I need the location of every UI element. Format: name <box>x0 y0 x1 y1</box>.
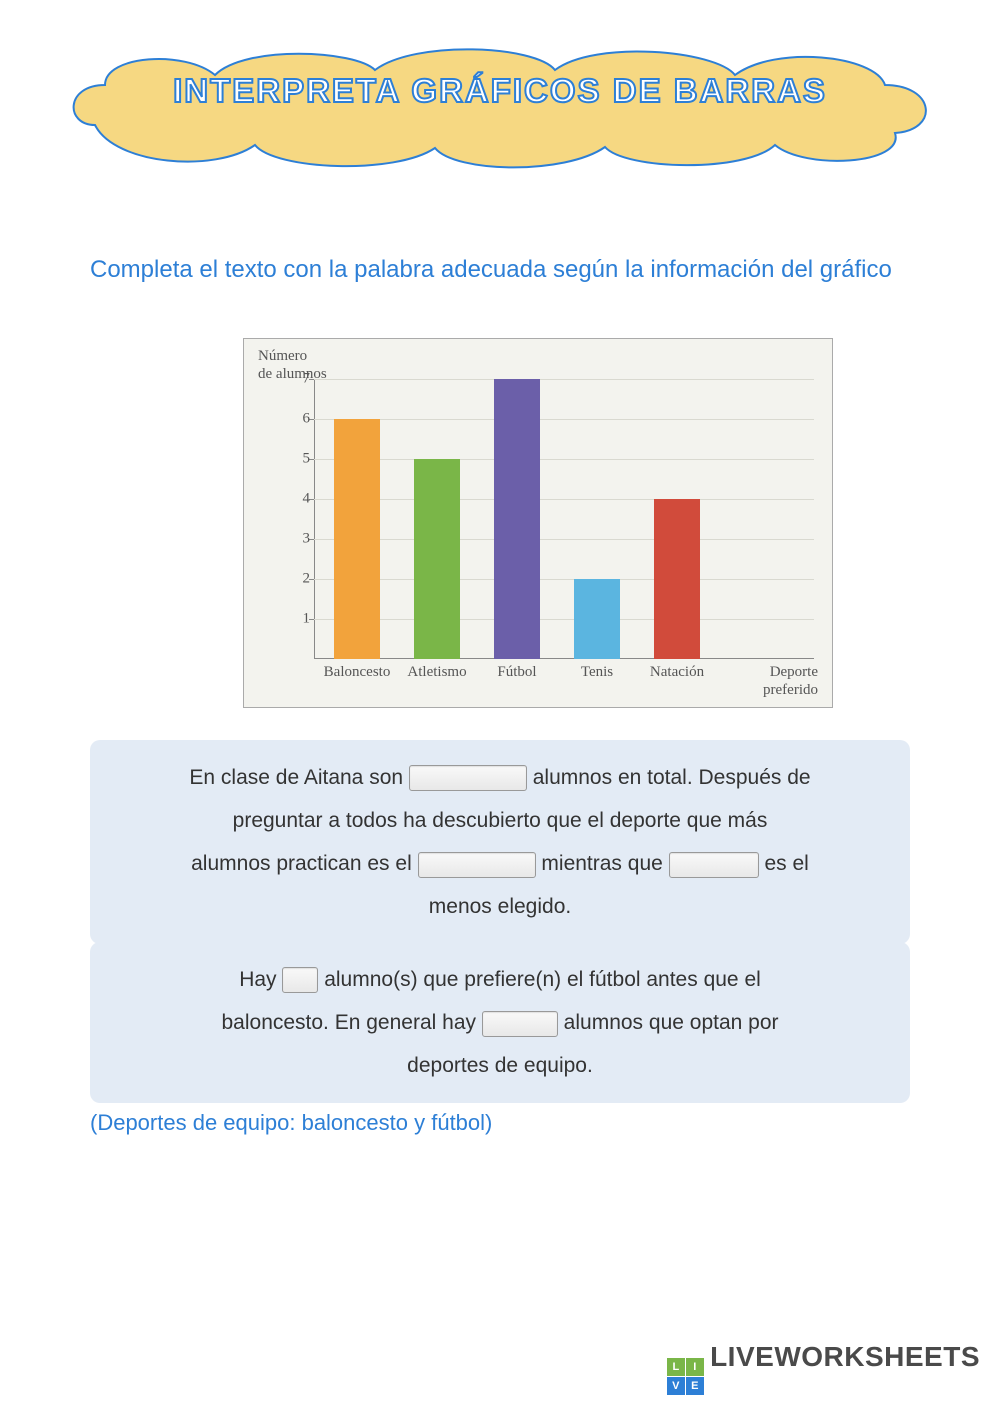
footnote: (Deportes de equipo: baloncesto y fútbol… <box>90 1110 492 1136</box>
title-banner <box>55 45 945 175</box>
y-axis-label-line1: Número <box>258 348 307 364</box>
text-segment: mientras que <box>536 852 669 875</box>
badge-cell: I <box>686 1358 704 1376</box>
liveworksheets-watermark: L I V E LIVEWORKSHEETS <box>667 1341 980 1395</box>
y-tick-label: 5 <box>280 451 310 468</box>
text-segment: menos elegido. <box>429 895 571 918</box>
x-axis-label-line1: Deporte <box>770 664 818 680</box>
blank-input-team[interactable] <box>482 1011 558 1037</box>
text-segment: deportes de equipo. <box>407 1054 593 1077</box>
badge-cell: E <box>686 1377 704 1395</box>
x-category-label: Baloncesto <box>324 664 391 681</box>
text-segment: Hay <box>239 968 282 991</box>
fill-paragraph-1: En clase de Aitana son alumnos en total.… <box>90 740 910 944</box>
watermark-text: LIVEWORKSHEETS <box>710 1341 980 1372</box>
cloud-shape <box>55 45 945 175</box>
instruction-text: Completa el texto con la palabra adecuad… <box>90 254 930 286</box>
bar-tenis <box>574 579 620 659</box>
y-tick-label: 2 <box>280 571 310 588</box>
x-axis <box>314 658 814 659</box>
y-tick-label: 6 <box>280 411 310 428</box>
text-segment: baloncesto. En general hay <box>221 1011 481 1034</box>
blank-input-least[interactable] <box>669 852 759 878</box>
x-axis-label-line2: preferido <box>763 682 818 698</box>
bar-fútbol <box>494 379 540 659</box>
bar-chart: Número de alumnos 1234567BaloncestoAtlet… <box>243 338 833 708</box>
x-category-label: Tenis <box>581 664 613 681</box>
blank-input-total[interactable] <box>409 765 527 791</box>
gridline <box>314 499 814 500</box>
y-tick-label: 4 <box>280 491 310 508</box>
badge-cell: V <box>667 1377 685 1395</box>
y-tick-label: 1 <box>280 611 310 628</box>
chart-plot-area: 1234567BaloncestoAtletismoFútbolTenisNat… <box>314 379 814 659</box>
bar-natación <box>654 499 700 659</box>
blank-input-most[interactable] <box>418 852 536 878</box>
bar-baloncesto <box>334 419 380 659</box>
y-tick-label: 3 <box>280 531 310 548</box>
text-segment: alumnos que optan por <box>558 1011 779 1034</box>
x-category-label: Fútbol <box>497 664 536 681</box>
watermark-badge: L I V E <box>667 1358 704 1395</box>
x-axis-label: Deporte preferido <box>763 663 818 699</box>
y-tick-label: 7 <box>280 371 310 388</box>
text-segment: alumnos practican es el <box>191 852 417 875</box>
text-segment: es el <box>759 852 809 875</box>
text-segment: alumnos en total. Después de <box>527 766 811 789</box>
blank-input-diff[interactable] <box>282 967 318 993</box>
x-category-label: Natación <box>650 664 704 681</box>
gridline <box>314 459 814 460</box>
x-category-label: Atletismo <box>407 664 466 681</box>
gridline <box>314 379 814 380</box>
text-segment: En clase de Aitana son <box>189 766 409 789</box>
gridline <box>314 579 814 580</box>
badge-cell: L <box>667 1358 685 1376</box>
bar-atletismo <box>414 459 460 659</box>
gridline <box>314 619 814 620</box>
y-axis <box>314 379 315 659</box>
gridline <box>314 419 814 420</box>
fill-paragraph-2: Hay alumno(s) que prefiere(n) el fútbol … <box>90 942 910 1103</box>
gridline <box>314 539 814 540</box>
page-title: INTERPRETA GRÁFICOS DE BARRAS <box>0 72 1000 110</box>
text-segment: alumno(s) que prefiere(n) el fútbol ante… <box>318 968 760 991</box>
text-segment: preguntar a todos ha descubierto que el … <box>233 809 768 832</box>
